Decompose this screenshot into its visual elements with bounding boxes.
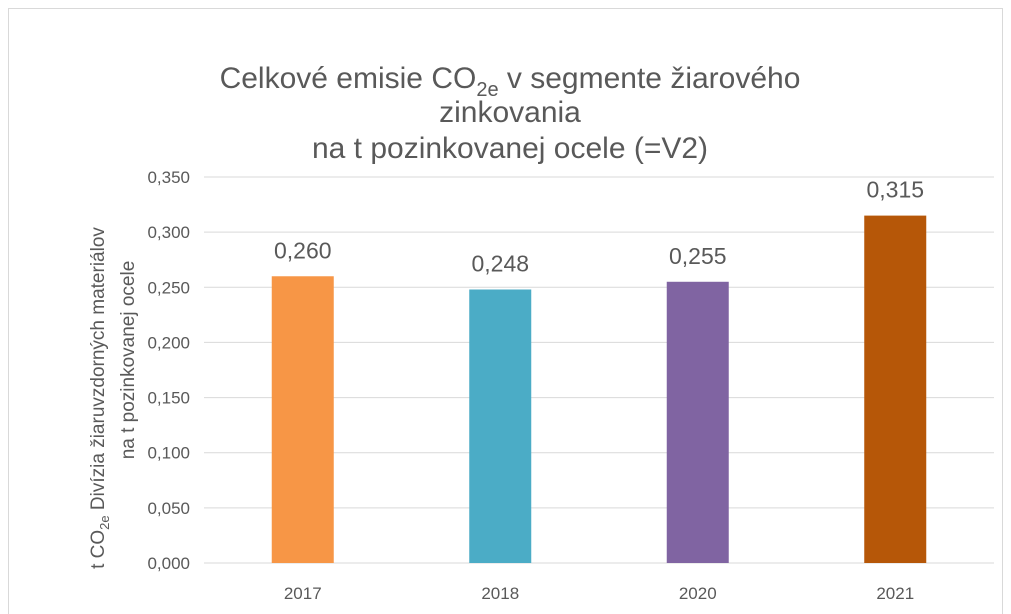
y-axis-label: na t pozinkovanej ocele	[118, 261, 139, 460]
y-tick-label: 0,200	[147, 333, 190, 352]
y-label-part: t CO	[88, 530, 109, 569]
x-tick-label: 2021	[876, 584, 914, 603]
value-label: 0,260	[274, 237, 332, 263]
title-part: Celkové emisie CO	[220, 62, 477, 95]
y-label-part: Divízia žiaruvzdorných materiálov	[88, 227, 109, 516]
bar	[469, 289, 532, 563]
y-tick-label: 0,100	[147, 444, 190, 463]
bar	[864, 215, 927, 563]
y-tick-label: 0,350	[147, 168, 190, 187]
value-label: 0,255	[669, 243, 727, 269]
title-part: v segmente žiarového	[499, 62, 801, 95]
y-tick-label: 0,150	[147, 389, 190, 408]
y-axis-label: t CO2e Divízia žiaruvzdorných materiálov	[88, 227, 112, 569]
y-tick-label: 0,000	[147, 554, 190, 573]
y-tick-label: 0,300	[147, 223, 190, 242]
x-tick-label: 2018	[481, 584, 519, 603]
value-label: 0,248	[471, 250, 529, 276]
x-tick-label: 2017	[284, 584, 322, 603]
title-subscript: 2e	[476, 79, 498, 101]
y-tick-label: 0,250	[147, 278, 190, 297]
chart-title: na t pozinkovanej ocele (=V2)	[312, 132, 708, 165]
chart-title: Celkové emisie CO2e v segmente žiarového	[220, 62, 801, 101]
bar	[271, 276, 334, 563]
bar	[666, 281, 729, 563]
x-tick-label: 2020	[679, 584, 717, 603]
value-label: 0,315	[866, 177, 924, 203]
y-tick-label: 0,050	[147, 499, 190, 518]
chart-title: zinkovania	[439, 96, 581, 129]
y-label-subscript: 2e	[97, 515, 112, 529]
